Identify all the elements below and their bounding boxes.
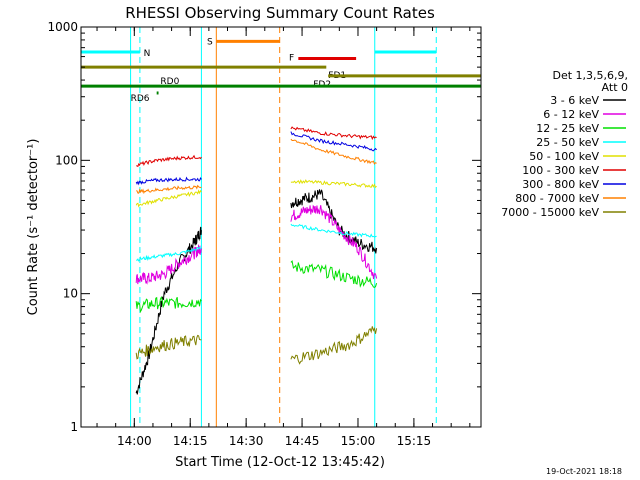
series-line-6-seg-1 xyxy=(290,131,377,152)
legend-label-0: 3 - 6 keV xyxy=(550,94,599,107)
series-line-2-seg-0 xyxy=(135,296,202,314)
series-line-3-seg-1 xyxy=(290,223,377,238)
legend-label-5: 100 - 300 keV xyxy=(522,164,599,177)
flag-label-rd0: RD0 xyxy=(160,77,179,87)
y-tick-label-1: 10 xyxy=(63,287,78,301)
series-line-5-seg-0 xyxy=(136,154,202,168)
y-axis-label: Count Rate (s⁻¹ detector⁻¹) xyxy=(26,139,41,316)
x-tick-label-1: 14:15 xyxy=(173,434,208,448)
flag-label-f: F xyxy=(289,54,294,64)
legend-label-4: 50 - 100 keV xyxy=(529,150,599,163)
series-line-3-seg-0 xyxy=(136,246,202,262)
legend-header-line-1: Att 0 xyxy=(602,81,628,94)
plot-frame xyxy=(80,26,482,428)
x-tick-label-4: 15:00 xyxy=(341,434,376,448)
y-tick-label-2: 100 xyxy=(55,153,78,167)
series-line-4-seg-1 xyxy=(290,179,377,189)
series-line-7-seg-1 xyxy=(290,138,377,165)
series-line-5-seg-1 xyxy=(290,126,377,141)
legend-label-7: 800 - 7000 keV xyxy=(515,192,599,205)
series-line-1-seg-1 xyxy=(290,204,378,280)
data-layer: NSFFD1FD2RD0RD6 xyxy=(81,27,481,427)
flag-label-n: N xyxy=(144,49,151,59)
series-line-1-seg-0 xyxy=(135,244,202,285)
x-tick-label-0: 14:00 xyxy=(117,434,152,448)
series-line-8-seg-1 xyxy=(290,326,378,365)
chart-title: RHESSI Observing Summary Count Rates xyxy=(125,4,435,22)
timestamp-label: 19-Oct-2021 18:18 xyxy=(546,467,622,476)
flag-label-rd6: RD6 xyxy=(131,94,150,104)
legend-label-3: 25 - 50 keV xyxy=(536,136,599,149)
y-tick-label-0: 1 xyxy=(70,420,78,434)
series-line-8-seg-0 xyxy=(135,334,202,360)
legend-header-line-0: Det 1,3,5,6,9, xyxy=(552,69,628,82)
legend-label-6: 300 - 800 keV xyxy=(522,178,599,191)
series-line-2-seg-1 xyxy=(290,260,378,288)
x-axis-label: Start Time (12-Oct-12 13:45:42) xyxy=(175,455,385,470)
series-line-4-seg-0 xyxy=(135,189,202,208)
x-tick-label-2: 14:30 xyxy=(229,434,264,448)
legend-label-1: 6 - 12 keV xyxy=(543,108,599,121)
flag-label-s: S xyxy=(207,37,213,47)
axis-layer: 1 10 100 1000 14:00 14:15 14:30 14:45 15:00 15:15 xyxy=(47,20,481,448)
legend-label-2: 12 - 25 keV xyxy=(536,122,599,135)
series-line-6-seg-0 xyxy=(135,176,202,186)
series-line-0-seg-1 xyxy=(290,189,378,254)
series-line-0-seg-0 xyxy=(135,226,202,395)
legend-label-8: 7000 - 15000 keV xyxy=(501,206,599,219)
series-line-7-seg-0 xyxy=(136,184,202,195)
y-tick-label-3: 1000 xyxy=(47,20,78,34)
x-tick-label-3: 14:45 xyxy=(285,434,320,448)
x-tick-label-5: 15:15 xyxy=(397,434,432,448)
